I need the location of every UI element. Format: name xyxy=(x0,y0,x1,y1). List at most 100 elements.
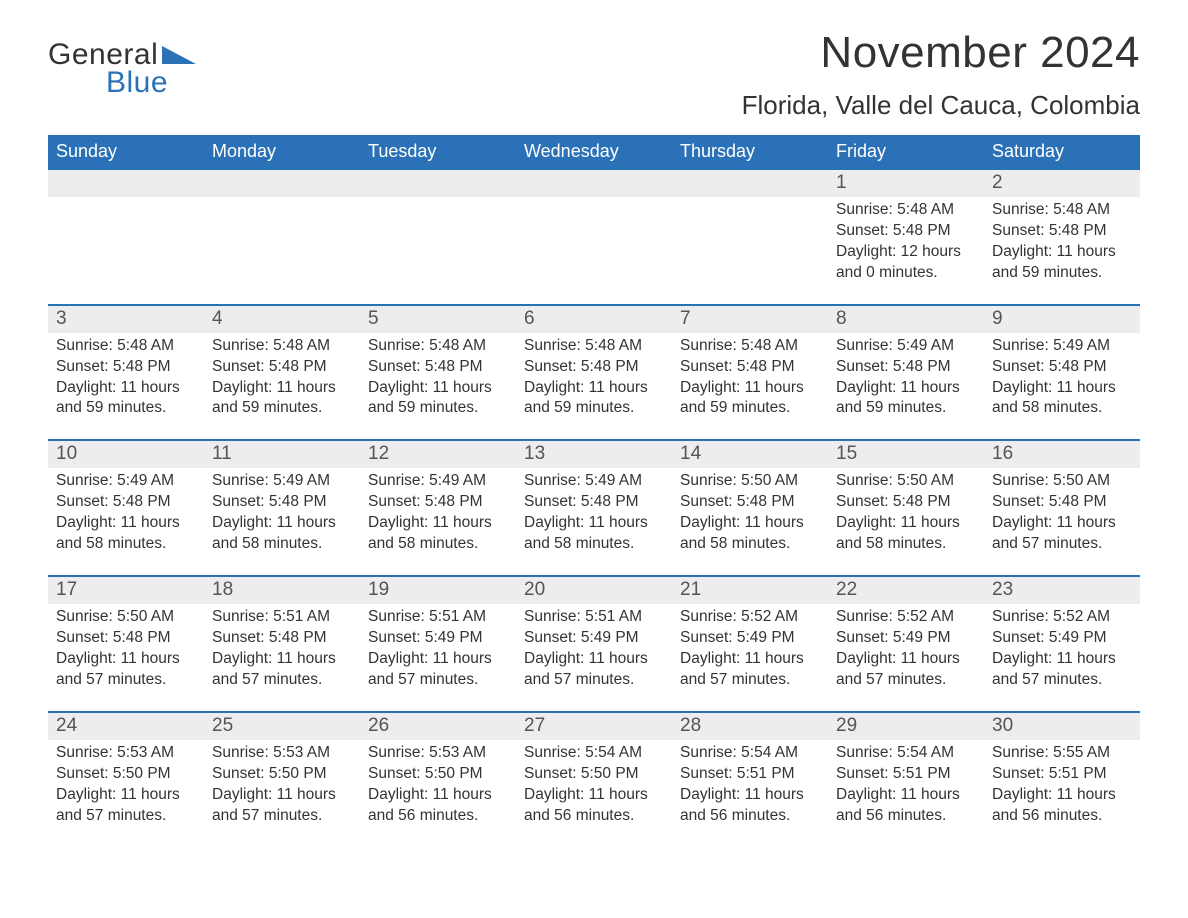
day-cell: Sunrise: 5:48 AMSunset: 5:48 PMDaylight:… xyxy=(48,333,204,422)
sunrise-text: Sunrise: 5:48 AM xyxy=(524,336,664,357)
day-number: 25 xyxy=(204,713,360,740)
daylight-text-line2: and 58 minutes. xyxy=(524,534,664,555)
sunrise-text: Sunrise: 5:50 AM xyxy=(56,607,196,628)
day-number: 7 xyxy=(672,306,828,333)
sunset-text: Sunset: 5:48 PM xyxy=(992,221,1132,242)
daylight-text-line2: and 58 minutes. xyxy=(992,398,1132,419)
day-cell: Sunrise: 5:52 AMSunset: 5:49 PMDaylight:… xyxy=(672,604,828,693)
sunset-text: Sunset: 5:48 PM xyxy=(368,492,508,513)
brand-logo: General Blue xyxy=(48,38,196,100)
sunset-text: Sunset: 5:49 PM xyxy=(992,628,1132,649)
daylight-text-line1: Daylight: 11 hours xyxy=(56,785,196,806)
sunset-text: Sunset: 5:48 PM xyxy=(212,492,352,513)
daylight-text-line2: and 56 minutes. xyxy=(524,806,664,827)
logo-word-blue: Blue xyxy=(106,66,196,100)
calendar-page: General Blue November 2024 Florida, Vall… xyxy=(0,0,1188,868)
sunrise-text: Sunrise: 5:52 AM xyxy=(836,607,976,628)
sunset-text: Sunset: 5:48 PM xyxy=(992,492,1132,513)
daylight-text-line2: and 0 minutes. xyxy=(836,263,976,284)
sunrise-text: Sunrise: 5:54 AM xyxy=(836,743,976,764)
day-cell: Sunrise: 5:49 AMSunset: 5:48 PMDaylight:… xyxy=(984,333,1140,422)
sunrise-text: Sunrise: 5:53 AM xyxy=(368,743,508,764)
sunset-text: Sunset: 5:48 PM xyxy=(680,492,820,513)
sunset-text: Sunset: 5:49 PM xyxy=(836,628,976,649)
sunrise-text: Sunrise: 5:55 AM xyxy=(992,743,1132,764)
day-cell xyxy=(672,197,828,286)
sunrise-text: Sunrise: 5:53 AM xyxy=(212,743,352,764)
day-number: 30 xyxy=(984,713,1140,740)
daylight-text-line2: and 57 minutes. xyxy=(992,534,1132,555)
sunset-text: Sunset: 5:48 PM xyxy=(836,221,976,242)
daylight-text-line2: and 59 minutes. xyxy=(212,398,352,419)
sunset-text: Sunset: 5:48 PM xyxy=(524,357,664,378)
day-cell xyxy=(516,197,672,286)
daylight-text-line2: and 58 minutes. xyxy=(212,534,352,555)
daylight-text-line1: Daylight: 11 hours xyxy=(836,649,976,670)
daylight-text-line1: Daylight: 11 hours xyxy=(680,513,820,534)
sunset-text: Sunset: 5:48 PM xyxy=(56,492,196,513)
daydata-row: Sunrise: 5:48 AMSunset: 5:48 PMDaylight:… xyxy=(48,333,1140,422)
daylight-text-line2: and 57 minutes. xyxy=(992,670,1132,691)
daylight-text-line2: and 58 minutes. xyxy=(368,534,508,555)
day-cell: Sunrise: 5:53 AMSunset: 5:50 PMDaylight:… xyxy=(204,740,360,829)
sunset-text: Sunset: 5:48 PM xyxy=(680,357,820,378)
sunset-text: Sunset: 5:49 PM xyxy=(368,628,508,649)
day-number: 9 xyxy=(984,306,1140,333)
day-number xyxy=(204,170,360,197)
day-number xyxy=(360,170,516,197)
day-cell xyxy=(48,197,204,286)
sunrise-text: Sunrise: 5:49 AM xyxy=(368,471,508,492)
sunrise-text: Sunrise: 5:52 AM xyxy=(680,607,820,628)
header-row: General Blue November 2024 Florida, Vall… xyxy=(48,28,1140,121)
daylight-text-line2: and 57 minutes. xyxy=(836,670,976,691)
sunset-text: Sunset: 5:51 PM xyxy=(836,764,976,785)
sunset-text: Sunset: 5:51 PM xyxy=(680,764,820,785)
day-cell: Sunrise: 5:53 AMSunset: 5:50 PMDaylight:… xyxy=(360,740,516,829)
daylight-text-line1: Daylight: 11 hours xyxy=(56,378,196,399)
daylight-text-line1: Daylight: 11 hours xyxy=(992,378,1132,399)
month-year-title: November 2024 xyxy=(742,28,1140,78)
day-number: 8 xyxy=(828,306,984,333)
day-cell: Sunrise: 5:50 AMSunset: 5:48 PMDaylight:… xyxy=(48,604,204,693)
sunset-text: Sunset: 5:48 PM xyxy=(56,628,196,649)
sunset-text: Sunset: 5:51 PM xyxy=(992,764,1132,785)
daylight-text-line1: Daylight: 11 hours xyxy=(992,785,1132,806)
daynum-row: 12 xyxy=(48,170,1140,197)
daylight-text-line2: and 58 minutes. xyxy=(680,534,820,555)
day-cell: Sunrise: 5:48 AMSunset: 5:48 PMDaylight:… xyxy=(204,333,360,422)
sunset-text: Sunset: 5:48 PM xyxy=(212,357,352,378)
day-cell: Sunrise: 5:48 AMSunset: 5:48 PMDaylight:… xyxy=(360,333,516,422)
day-number: 14 xyxy=(672,441,828,468)
day-number: 2 xyxy=(984,170,1140,197)
sunrise-text: Sunrise: 5:48 AM xyxy=(680,336,820,357)
daylight-text-line2: and 59 minutes. xyxy=(680,398,820,419)
daylight-text-line2: and 56 minutes. xyxy=(368,806,508,827)
sunrise-text: Sunrise: 5:51 AM xyxy=(212,607,352,628)
day-cell: Sunrise: 5:50 AMSunset: 5:48 PMDaylight:… xyxy=(672,468,828,557)
weekday-header: Wednesday xyxy=(516,135,672,170)
weekday-header: Sunday xyxy=(48,135,204,170)
day-number: 11 xyxy=(204,441,360,468)
sunset-text: Sunset: 5:48 PM xyxy=(524,492,664,513)
daylight-text-line1: Daylight: 11 hours xyxy=(524,785,664,806)
day-number: 28 xyxy=(672,713,828,740)
daylight-text-line2: and 57 minutes. xyxy=(524,670,664,691)
sunset-text: Sunset: 5:50 PM xyxy=(368,764,508,785)
day-cell: Sunrise: 5:55 AMSunset: 5:51 PMDaylight:… xyxy=(984,740,1140,829)
day-cell: Sunrise: 5:50 AMSunset: 5:48 PMDaylight:… xyxy=(828,468,984,557)
daylight-text-line1: Daylight: 11 hours xyxy=(368,378,508,399)
day-number xyxy=(516,170,672,197)
daylight-text-line2: and 57 minutes. xyxy=(680,670,820,691)
day-number: 19 xyxy=(360,577,516,604)
day-cell: Sunrise: 5:51 AMSunset: 5:49 PMDaylight:… xyxy=(516,604,672,693)
daylight-text-line2: and 57 minutes. xyxy=(368,670,508,691)
sunset-text: Sunset: 5:50 PM xyxy=(56,764,196,785)
daylight-text-line1: Daylight: 11 hours xyxy=(992,242,1132,263)
sunrise-text: Sunrise: 5:50 AM xyxy=(992,471,1132,492)
day-number: 3 xyxy=(48,306,204,333)
logo-triangle-icon xyxy=(162,44,196,64)
sunset-text: Sunset: 5:48 PM xyxy=(368,357,508,378)
sunset-text: Sunset: 5:48 PM xyxy=(992,357,1132,378)
daylight-text-line1: Daylight: 11 hours xyxy=(524,378,664,399)
calendar-body: 12Sunrise: 5:48 AMSunset: 5:48 PMDayligh… xyxy=(48,170,1140,828)
